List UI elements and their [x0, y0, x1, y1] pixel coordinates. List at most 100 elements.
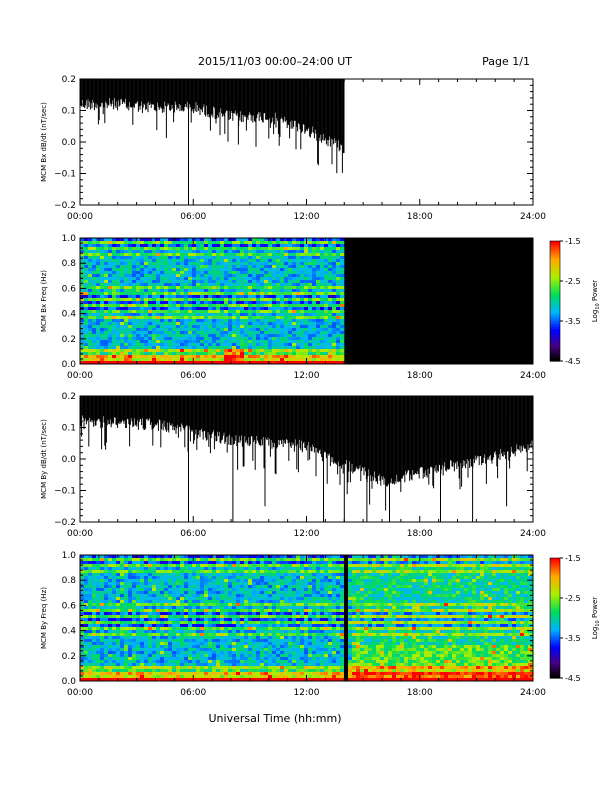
spectrogram-cell — [84, 271, 88, 274]
spectrogram-cell — [132, 361, 136, 364]
spectrogram-cell — [136, 561, 140, 564]
spectrogram-cell — [276, 325, 280, 328]
spectrogram-cell — [92, 666, 96, 669]
spectrogram-cell — [140, 597, 144, 600]
spectrogram-cell — [100, 561, 104, 564]
spectrogram-cell — [132, 660, 136, 663]
spectrogram-cell — [248, 295, 252, 298]
spectrogram-cell — [304, 310, 308, 313]
spectrogram-cell — [328, 346, 332, 349]
spectrogram-cell — [84, 624, 88, 627]
spectrogram-cell — [116, 651, 120, 654]
spectrogram-cell — [296, 250, 300, 253]
spectrogram-cell — [164, 570, 168, 573]
spectrogram-cell — [288, 262, 292, 265]
spectrogram-cell — [116, 292, 120, 295]
spectrogram-cell — [100, 340, 104, 343]
spectrogram-cell — [292, 307, 296, 310]
spectrogram-cell — [144, 280, 148, 283]
spectrogram-cell — [168, 274, 172, 277]
spectrogram-cell — [328, 286, 332, 289]
spectrogram-cell — [108, 561, 112, 564]
spectrogram-cell — [184, 304, 188, 307]
spectrogram-cell — [84, 600, 88, 603]
spectrogram-cell — [84, 555, 88, 558]
spectrogram-cell — [140, 358, 144, 361]
spectrogram-cell — [240, 358, 244, 361]
spectrogram-cell — [120, 340, 124, 343]
spectrogram-cell — [100, 657, 104, 660]
spectrogram-cell — [264, 268, 268, 271]
spectrogram-cell — [136, 609, 140, 612]
spectrogram-cell — [228, 361, 232, 364]
spectrogram-cell — [280, 262, 284, 265]
spectrogram-cell — [336, 346, 340, 349]
spectrogram-cell — [184, 283, 188, 286]
spectrogram-cell — [268, 337, 272, 340]
spectrogram-cell — [224, 262, 228, 265]
spectrogram-cell — [100, 564, 104, 567]
spectrogram-cell — [224, 292, 228, 295]
spectrogram-cell — [132, 322, 136, 325]
spectrogram-cell — [100, 618, 104, 621]
spectrogram-cell — [80, 295, 84, 298]
spectrogram-cell — [260, 265, 264, 268]
spectrogram-cell — [128, 307, 132, 310]
spectrogram-cell — [336, 289, 340, 292]
spectrogram-cell — [108, 639, 112, 642]
spectrogram-cell — [208, 253, 212, 256]
spectrogram-cell — [336, 256, 340, 259]
spectrogram-cell — [276, 241, 280, 244]
spectrogram-cell — [92, 612, 96, 615]
spectrogram-cell — [128, 301, 132, 304]
spectrogram-cell — [136, 666, 140, 669]
spectrogram-cell — [304, 295, 308, 298]
spectrogram-cell — [240, 355, 244, 358]
spectrogram-cell — [228, 280, 232, 283]
spectrogram-cell — [304, 340, 308, 343]
spectrogram-cell — [288, 256, 292, 259]
spectrogram-cell — [108, 621, 112, 624]
spectrogram-cell — [128, 343, 132, 346]
spectrogram-cell — [88, 277, 92, 280]
spectrogram-cell — [240, 286, 244, 289]
spectrogram-cell — [152, 340, 156, 343]
spectrogram-cell — [104, 256, 108, 259]
spectrogram-cell — [180, 328, 184, 331]
spectrogram-cell — [260, 298, 264, 301]
spectrogram-cell — [280, 313, 284, 316]
spectrogram-cell — [92, 259, 96, 262]
spectrogram-cell — [268, 331, 272, 334]
spectrogram-cell — [176, 256, 180, 259]
spectrogram-cell — [264, 256, 268, 259]
spectrogram-cell — [120, 292, 124, 295]
spectrogram-cell — [168, 313, 172, 316]
spectrogram-cell — [128, 558, 132, 561]
spectrogram-cell — [152, 618, 156, 621]
spectrogram-cell — [108, 313, 112, 316]
spectrogram-cell — [244, 292, 248, 295]
spectrogram-cell — [268, 349, 272, 352]
spectrogram-cell — [160, 642, 164, 645]
spectrogram-cell — [288, 265, 292, 268]
spectrogram-cell — [236, 301, 240, 304]
spectrogram-cell — [88, 328, 92, 331]
spectrogram-cell — [84, 633, 88, 636]
spectrogram-cell — [140, 633, 144, 636]
spectrogram-cell — [104, 618, 108, 621]
spectrogram-cell — [128, 295, 132, 298]
spectrogram-cell — [88, 567, 92, 570]
spectrogram-cell — [96, 645, 100, 648]
spectrogram-cell — [164, 573, 168, 576]
spectrogram-cell — [112, 555, 116, 558]
spectrogram-cell — [300, 313, 304, 316]
spectrogram-cell — [80, 678, 84, 681]
spectrogram-cell — [284, 289, 288, 292]
spectrogram-cell — [92, 651, 96, 654]
spectrogram-cell — [332, 352, 336, 355]
spectrogram-cell — [108, 241, 112, 244]
spectrogram-cell — [124, 307, 128, 310]
spectrogram-cell — [180, 307, 184, 310]
spectrogram-cell — [332, 286, 336, 289]
spectrogram-cell — [80, 289, 84, 292]
